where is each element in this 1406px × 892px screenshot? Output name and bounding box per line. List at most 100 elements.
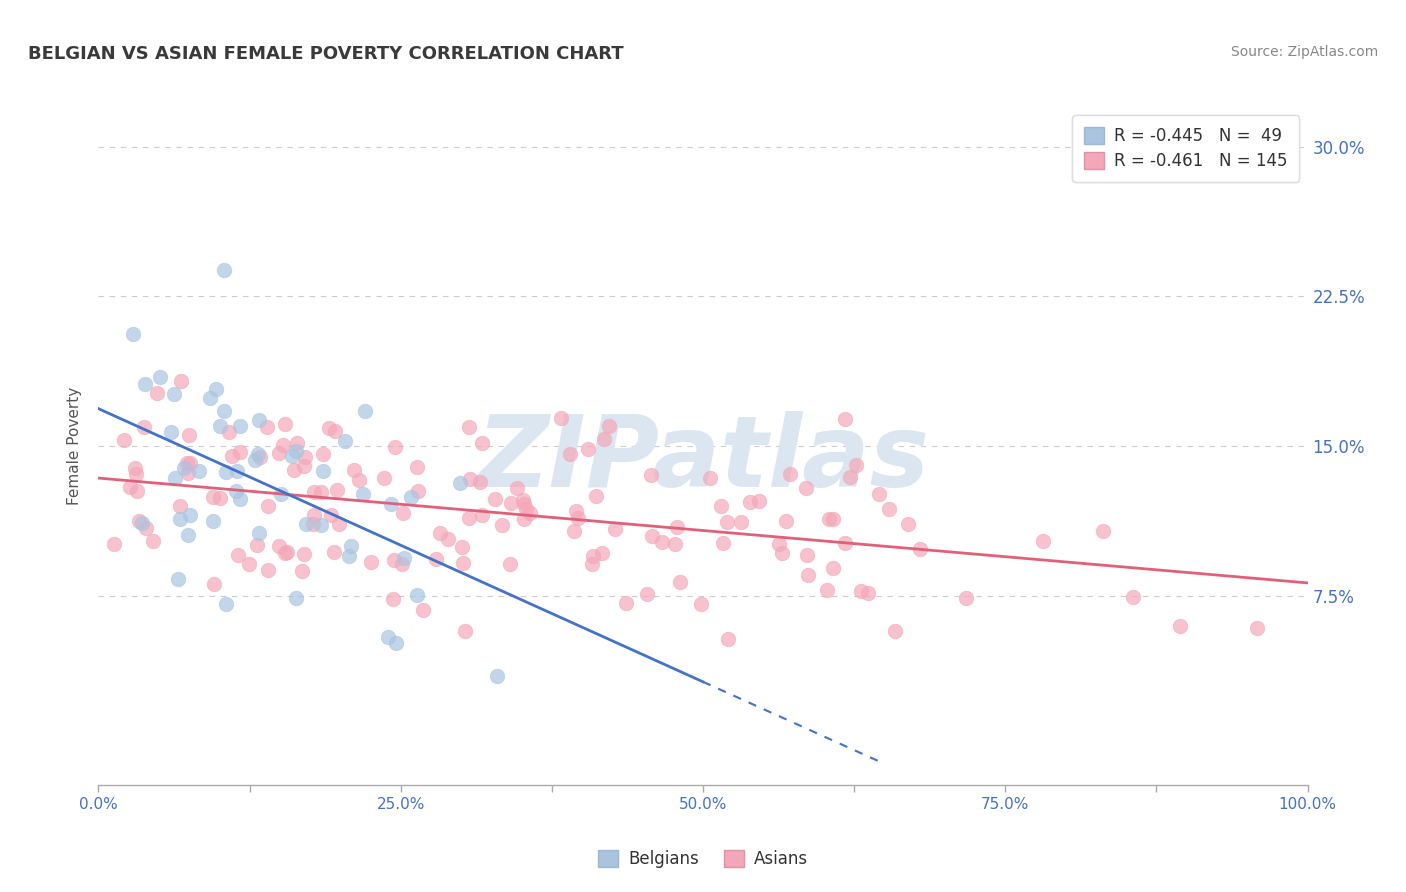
Point	[834, 536, 856, 550]
Point	[412, 603, 434, 617]
Point	[506, 481, 529, 495]
Point	[135, 521, 157, 535]
Point	[485, 669, 508, 683]
Point	[373, 471, 395, 485]
Point	[454, 624, 477, 638]
Point	[149, 369, 172, 384]
Point	[491, 518, 513, 533]
Point	[160, 425, 183, 439]
Point	[212, 404, 235, 418]
Point	[897, 516, 920, 531]
Point	[770, 545, 793, 559]
Point	[343, 463, 366, 477]
Point	[318, 421, 340, 435]
Point	[179, 428, 201, 442]
Point	[513, 497, 536, 511]
Point	[311, 485, 333, 500]
Point	[215, 597, 238, 611]
Point	[312, 447, 335, 461]
Point	[163, 387, 186, 401]
Point	[794, 482, 817, 496]
Point	[797, 568, 820, 582]
Point	[221, 450, 243, 464]
Point	[276, 545, 298, 559]
Point	[280, 450, 302, 464]
Point	[339, 549, 361, 564]
Point	[716, 515, 738, 529]
Point	[294, 450, 316, 464]
Point	[271, 438, 294, 452]
Point	[664, 536, 686, 550]
Point	[513, 512, 536, 526]
Point	[256, 420, 278, 434]
Point	[122, 326, 145, 341]
Point	[377, 630, 399, 644]
Point	[562, 524, 585, 539]
Point	[564, 504, 586, 518]
Point	[249, 450, 271, 464]
Point	[499, 496, 522, 510]
Point	[406, 588, 429, 602]
Point	[834, 412, 856, 426]
Point	[118, 480, 141, 494]
Point	[201, 514, 224, 528]
Point	[360, 555, 382, 569]
Point	[179, 508, 201, 523]
Point	[228, 492, 250, 507]
Point	[651, 535, 673, 549]
Point	[380, 497, 402, 511]
Point	[229, 445, 252, 459]
Point	[699, 471, 721, 485]
Point	[179, 457, 201, 471]
Legend: Belgians, Asians: Belgians, Asians	[592, 843, 814, 875]
Point	[201, 490, 224, 504]
Text: ZIPatlas: ZIPatlas	[477, 411, 929, 508]
Point	[228, 419, 250, 434]
Point	[333, 434, 356, 449]
Point	[908, 541, 931, 556]
Point	[582, 549, 605, 563]
Point	[226, 549, 249, 563]
Point	[142, 533, 165, 548]
Point	[593, 432, 616, 446]
Point	[243, 453, 266, 467]
Legend: R = -0.445   N =  49, R = -0.461   N = 145: R = -0.445 N = 49, R = -0.461 N = 145	[1073, 115, 1299, 182]
Point	[202, 577, 225, 591]
Point	[955, 591, 977, 605]
Point	[257, 563, 280, 577]
Point	[603, 521, 626, 535]
Point	[323, 424, 346, 438]
Point	[145, 385, 167, 400]
Point	[636, 587, 658, 601]
Point	[796, 549, 818, 563]
Point	[576, 442, 599, 457]
Point	[1032, 533, 1054, 548]
Point	[717, 632, 740, 646]
Point	[399, 490, 422, 504]
Point	[132, 420, 155, 434]
Point	[340, 539, 363, 553]
Point	[858, 585, 880, 599]
Point	[249, 525, 271, 540]
Point	[868, 487, 890, 501]
Point	[215, 465, 238, 479]
Point	[274, 417, 297, 432]
Point	[405, 460, 427, 475]
Point	[406, 483, 429, 498]
Point	[499, 557, 522, 571]
Point	[326, 483, 349, 497]
Point	[709, 499, 731, 513]
Point	[437, 533, 460, 547]
Point	[1092, 524, 1115, 538]
Point	[218, 425, 240, 439]
Point	[591, 546, 613, 560]
Point	[1122, 590, 1144, 604]
Point	[309, 518, 332, 533]
Point	[1168, 619, 1191, 633]
Point	[598, 419, 620, 434]
Point	[267, 446, 290, 460]
Point	[748, 493, 770, 508]
Point	[690, 597, 713, 611]
Point	[713, 536, 735, 550]
Point	[302, 508, 325, 523]
